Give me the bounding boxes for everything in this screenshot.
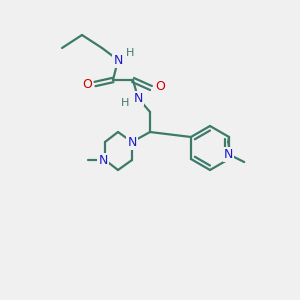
Text: N: N xyxy=(133,92,143,104)
Text: N: N xyxy=(98,154,108,166)
Text: O: O xyxy=(155,80,165,94)
Text: N: N xyxy=(113,53,123,67)
Text: O: O xyxy=(82,77,92,91)
Text: H: H xyxy=(126,48,134,58)
Text: N: N xyxy=(127,136,137,148)
Text: N: N xyxy=(224,148,233,160)
Text: H: H xyxy=(121,98,129,108)
